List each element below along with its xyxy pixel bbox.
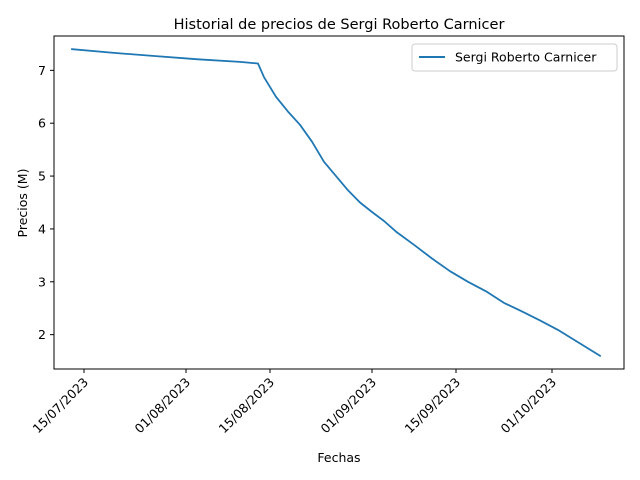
y-tick-label: 2 <box>38 327 46 342</box>
legend-label: Sergi Roberto Carnicer <box>455 50 597 65</box>
chart-title: Historial de precios de Sergi Roberto Ca… <box>174 17 505 33</box>
y-tick-label: 5 <box>38 169 46 184</box>
y-axis-label: Precios (M) <box>15 169 30 238</box>
legend: Sergi Roberto Carnicer <box>411 43 618 72</box>
x-axis-label: Fechas <box>317 450 360 465</box>
y-tick-label: 7 <box>38 63 46 78</box>
legend-box <box>411 43 618 72</box>
series-layer <box>71 48 602 358</box>
y-tick-label: 3 <box>38 274 46 289</box>
y-axis-ticks: 2 3 4 5 6 7 <box>38 63 54 342</box>
y-tick-label: 6 <box>38 116 46 131</box>
y-tick-label: 4 <box>38 221 46 236</box>
series-line-0 <box>71 48 602 358</box>
plot-area-frame <box>53 35 625 370</box>
